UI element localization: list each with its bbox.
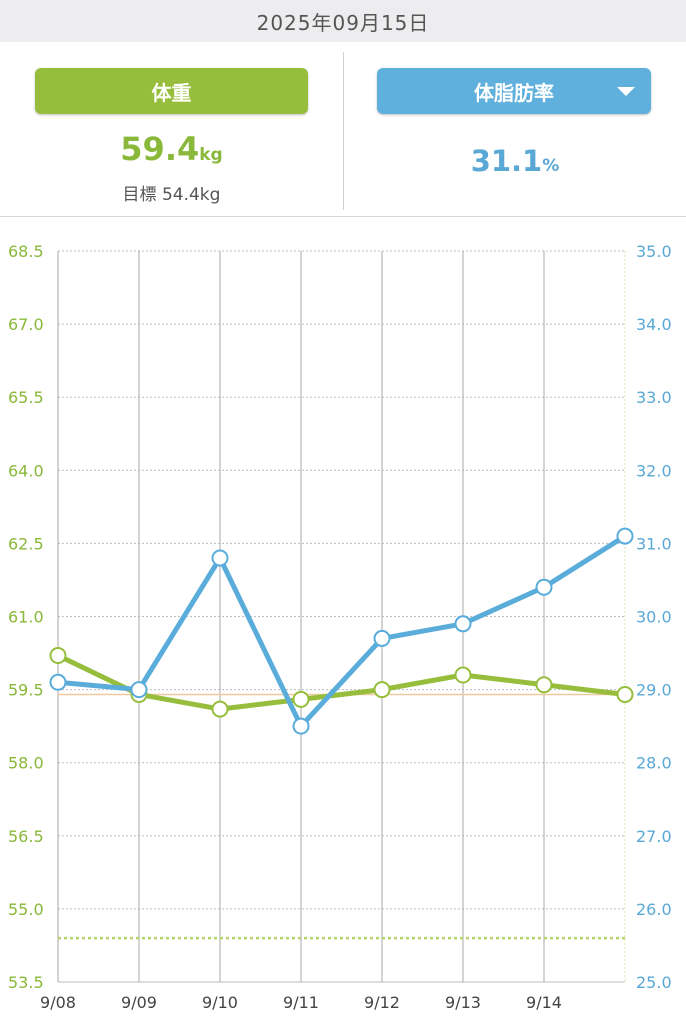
x-axis-tick-label: 9/10 [202,993,238,1012]
right-axis-tick-label: 32.0 [636,461,672,480]
weight-button-label: 体重 [151,80,192,105]
right-axis-tick-label: 26.0 [636,900,672,919]
fat-point [616,527,634,545]
weight-point [292,690,310,708]
weight-point [454,666,472,684]
fat-number: 31.1 [470,144,543,178]
weight-panel: 体重 59.4kg 目標 54.4kg [0,42,343,216]
x-axis-tick-label: 9/08 [40,993,76,1012]
fat-button-label: 体脂肪率 [474,80,554,105]
right-axis-tick-label: 29.0 [636,681,672,700]
left-axis-tick-label: 58.0 [8,754,44,773]
right-axis-tick-label: 33.0 [636,388,672,407]
fat-point [292,717,310,735]
left-axis-tick-label: 68.5 [8,242,44,261]
fat-point [535,578,553,596]
left-axis-tick-label: 64.0 [8,461,44,480]
date-header: 2025年09月15日 [0,0,686,42]
x-axis-tick-label: 9/14 [526,993,562,1012]
fat-point [211,549,229,567]
date-text: 2025年09月15日 [256,10,430,35]
trend-chart[interactable]: 53.5 55.0 56.5 58.0 59.5 61.0 62.5 64.0 65.5 67.0… [0,232,686,1024]
fat-series-line [55,533,628,729]
weight-point [616,685,634,703]
left-axis-tick-label: 61.0 [8,608,44,627]
weight-point [211,700,229,718]
panel-divider [343,52,344,210]
weight-goal: 目標 54.4kg [122,185,221,205]
right-axis-tick-label: 30.0 [636,608,672,627]
header-divider [0,216,686,217]
fat-panel: 体脂肪率 31.1% [344,42,686,216]
weight-point [535,676,553,694]
weight-number: 59.4 [120,130,200,168]
x-axis-tick-label: 9/11 [283,993,319,1012]
weight-value: 59.4kg [0,130,343,168]
right-axis-tick-label: 28.0 [636,754,672,773]
left-axis-tick-label: 59.5 [8,681,44,700]
weight-point [49,646,67,664]
x-axis-tick-label: 9/13 [445,993,481,1012]
x-axis-tick-label: 9/12 [364,993,400,1012]
dropdown-caret-icon [617,87,635,96]
weight-unit: kg [199,145,223,165]
left-axis-tick-label: 56.5 [8,827,44,846]
left-axis-tick-label: 53.5 [8,973,44,992]
left-axis-tick-label: 55.0 [8,900,44,919]
fat-point [373,629,391,647]
fat-point [454,615,472,633]
right-axis-tick-label: 27.0 [636,827,672,846]
fat-point [49,673,67,691]
right-axis-tick-label: 25.0 [636,973,672,992]
fat-point [130,681,148,699]
weight-series-line [55,652,628,712]
fat-unit: % [542,156,560,176]
left-axis-tick-label: 67.0 [8,315,44,334]
right-axis-tick-label: 34.0 [636,315,672,334]
left-axis-tick-label: 62.5 [8,534,44,553]
fat-value: 31.1% [344,144,686,178]
fat-dropdown-button[interactable]: 体脂肪率 [377,68,651,114]
left-axis-tick-label: 65.5 [8,388,44,407]
right-axis-tick-label: 31.0 [636,534,672,553]
right-axis-tick-label: 35.0 [636,242,672,261]
weight-point [373,681,391,699]
weight-button[interactable]: 体重 [35,68,308,114]
x-axis-tick-label: 9/09 [121,993,157,1012]
